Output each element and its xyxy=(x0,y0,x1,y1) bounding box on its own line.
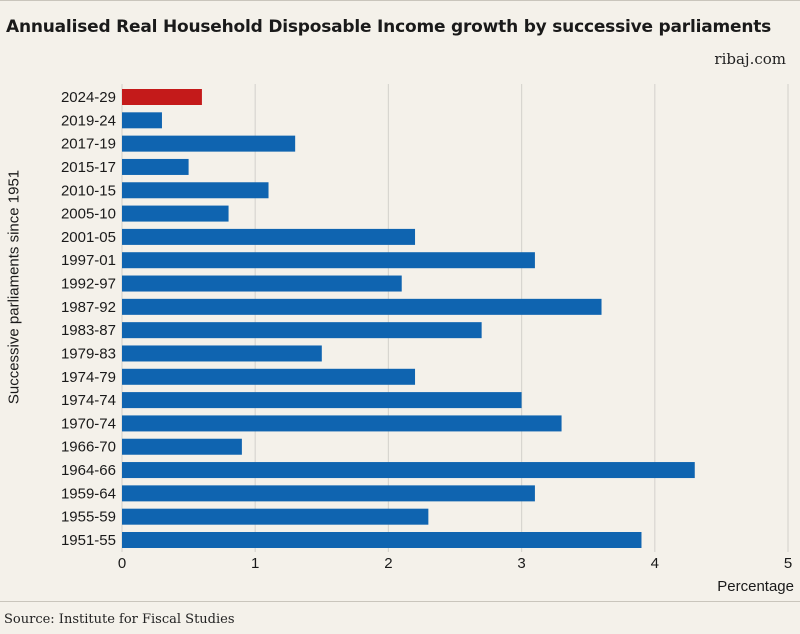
category-label-1992-97: 1992-97 xyxy=(61,276,116,293)
x-axis-label: Percentage xyxy=(717,578,794,595)
category-label-2005-10: 2005-10 xyxy=(61,206,116,223)
category-label-1987-92: 1987-92 xyxy=(61,299,116,316)
x-tick-4: 4 xyxy=(651,555,659,572)
category-label-1955-59: 1955-59 xyxy=(61,509,116,526)
x-tick-1: 1 xyxy=(251,555,259,572)
bar-2005-10 xyxy=(122,205,229,222)
x-tick-3: 3 xyxy=(517,555,525,572)
category-label-2001-05: 2001-05 xyxy=(61,229,116,246)
category-label-1964-66: 1964-66 xyxy=(61,462,116,479)
title-bar: Annualised Real Household Disposable Inc… xyxy=(0,0,800,49)
category-label-2015-17: 2015-17 xyxy=(61,159,116,176)
grid-lines xyxy=(121,84,789,552)
category-label-1974-79: 1974-79 xyxy=(61,369,116,386)
bar-2010-15 xyxy=(122,182,269,199)
bar-1959-64 xyxy=(122,485,535,502)
bars xyxy=(122,89,695,548)
source-note: Source: Institute for Fiscal Studies xyxy=(4,612,235,627)
bar-2019-24 xyxy=(122,112,162,129)
bar-1997-01 xyxy=(122,252,535,269)
bar-1970-74 xyxy=(122,415,562,432)
category-label-1970-74: 1970-74 xyxy=(61,415,116,432)
bar-1979-83 xyxy=(122,345,322,362)
brand-label: ribaj.com xyxy=(714,50,786,68)
bar-2015-17 xyxy=(122,158,189,175)
category-label-1983-87: 1983-87 xyxy=(61,322,116,339)
y-axis-label-wrap: Successive parliaments since 1951 xyxy=(4,170,24,404)
x-tick-0: 0 xyxy=(118,555,126,572)
category-label-1979-83: 1979-83 xyxy=(61,345,116,362)
category-label-2019-24: 2019-24 xyxy=(61,112,116,129)
category-label-2017-19: 2017-19 xyxy=(61,136,116,153)
bar-2024-29 xyxy=(122,89,202,105)
bar-1992-97 xyxy=(122,275,402,292)
category-label-2024-29: 2024-29 xyxy=(61,89,116,106)
category-label-1997-01: 1997-01 xyxy=(61,252,116,269)
bar-1983-87 xyxy=(122,322,482,339)
bar-1987-92 xyxy=(122,298,602,315)
x-tick-labels: 0 1 2 3 4 5 xyxy=(118,555,792,572)
category-labels: 2024-29 2019-24 2017-19 2015-17 2010-15 2005-… xyxy=(61,89,116,549)
category-label-2010-15: 2010-15 xyxy=(61,182,116,199)
category-label-1951-55: 1951-55 xyxy=(61,532,116,549)
bar-1964-66 xyxy=(122,462,695,479)
bar-1974-79 xyxy=(122,368,416,385)
bar-1951-55 xyxy=(122,532,642,548)
bar-2001-05 xyxy=(122,228,416,245)
bar-2017-19 xyxy=(122,135,296,152)
bar-1966-70 xyxy=(122,438,242,455)
x-tick-5: 5 xyxy=(784,555,792,572)
category-label-1959-64: 1959-64 xyxy=(61,485,116,502)
y-axis-label: Successive parliaments since 1951 xyxy=(5,169,23,405)
chart-title: Annualised Real Household Disposable Inc… xyxy=(6,17,772,37)
bar-1955-59 xyxy=(122,508,429,525)
footer-divider xyxy=(0,601,800,602)
category-label-1974-74: 1974-74 xyxy=(61,392,116,409)
bar-1974-74 xyxy=(122,392,522,409)
category-label-1966-70: 1966-70 xyxy=(61,439,116,456)
x-tick-2: 2 xyxy=(384,555,392,572)
